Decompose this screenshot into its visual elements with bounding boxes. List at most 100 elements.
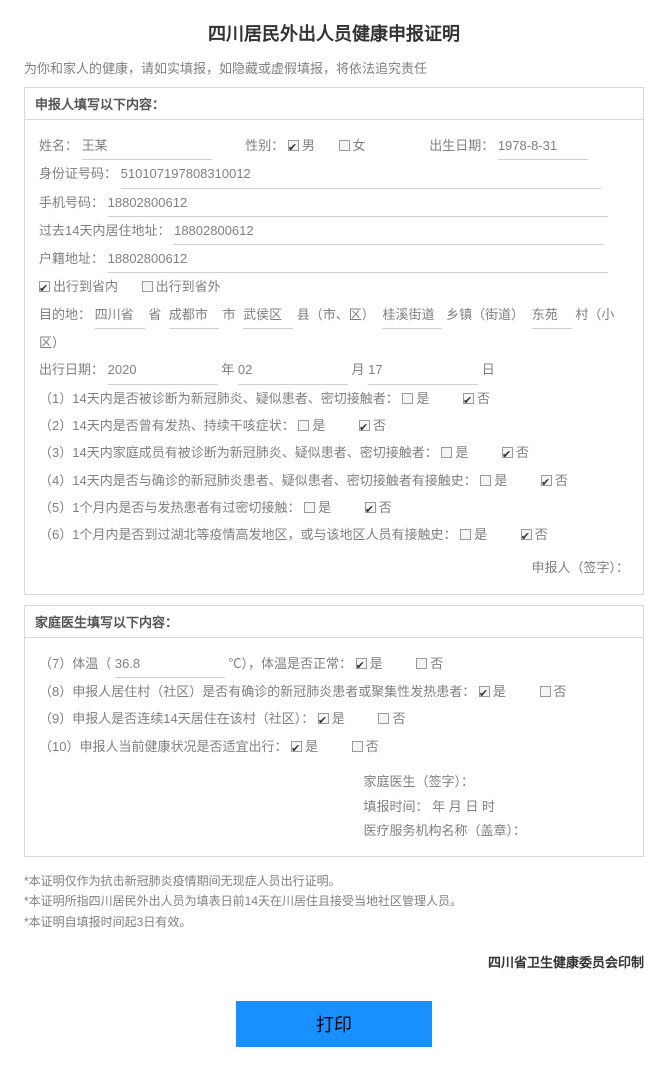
q8-text: （8）申报人居住村（社区）是否有确诊的新冠肺炎患者或聚集性发热患者： bbox=[39, 684, 475, 699]
q7-no-checkbox[interactable] bbox=[416, 658, 427, 669]
q1-text: （1）14天内是否被诊断为新冠肺炎、疑似患者、密切接触者： bbox=[39, 391, 399, 406]
id-value: 510107197808310012 bbox=[121, 160, 601, 188]
residence-label: 户籍地址： bbox=[39, 251, 104, 266]
doctor-signature-block: 家庭医生（签字）： 填报时间： 年 月 日 时 医疗服务机构名称（盖章）： bbox=[39, 770, 629, 844]
applicant-signature: 申报人（签字）： bbox=[39, 548, 629, 581]
q1-yes-checkbox[interactable] bbox=[402, 393, 413, 404]
travel-year-unit: 年 bbox=[221, 362, 234, 377]
q7-yes-checkbox[interactable] bbox=[356, 658, 367, 669]
gender-label: 性别： bbox=[245, 132, 284, 159]
id-label: 身份证号码： bbox=[39, 166, 117, 181]
q5-no: 否 bbox=[379, 500, 392, 515]
doctor-sign-line: 家庭医生（签字）： bbox=[364, 770, 630, 795]
q1-no-checkbox[interactable] bbox=[463, 393, 474, 404]
gender-female-label: 女 bbox=[353, 138, 366, 153]
fill-time-line: 填报时间： 年 月 日 时 bbox=[364, 795, 630, 820]
q2-text: （2）14天内是否曾有发热、持续干咳症状： bbox=[39, 418, 295, 433]
q2-no-checkbox[interactable] bbox=[359, 420, 370, 431]
section-doctor-header: 家庭医生填写以下内容： bbox=[25, 606, 643, 638]
notes: *本证明仅作为抗击新冠肺炎疫情期间无现症人员出行证明。 *本证明所指四川居民外出… bbox=[24, 871, 644, 932]
dest-city-unit: 市 bbox=[223, 307, 236, 322]
q5-yes-checkbox[interactable] bbox=[304, 502, 315, 513]
q3-no: 否 bbox=[516, 445, 529, 460]
print-button[interactable]: 打印 bbox=[236, 1001, 432, 1047]
name-value: 王某 bbox=[82, 132, 212, 160]
q7-a: （7）体温（ bbox=[39, 656, 111, 671]
q10-yes-checkbox[interactable] bbox=[291, 741, 302, 752]
q3-yes: 是 bbox=[455, 445, 468, 460]
section-applicant-header: 申报人填写以下内容： bbox=[25, 88, 643, 120]
note-3: *本证明自填报时间起3日有效。 bbox=[24, 912, 644, 932]
dest-province: 四川省 bbox=[95, 301, 145, 329]
q10-yes: 是 bbox=[305, 739, 318, 754]
q3-text: （3）14天内家庭成员有被诊断为新冠肺炎、疑似患者、密切接触者： bbox=[39, 445, 438, 460]
q5-text: （5）1个月内是否与发热患者有过密切接触： bbox=[39, 500, 300, 515]
q6-no: 否 bbox=[535, 527, 548, 542]
addr14-value: 18802800612 bbox=[174, 217, 604, 245]
note-2: *本证明所指四川居民外出人员为填表日前14天在川居住且接受当地社区管理人员。 bbox=[24, 891, 644, 911]
q9-yes-checkbox[interactable] bbox=[318, 713, 329, 724]
travel-day-unit: 日 bbox=[482, 362, 495, 377]
dest-label: 目的地： bbox=[39, 307, 91, 322]
q4-yes: 是 bbox=[494, 473, 507, 488]
q9-no-checkbox[interactable] bbox=[378, 713, 389, 724]
q6-yes: 是 bbox=[474, 527, 487, 542]
q8-yes-checkbox[interactable] bbox=[479, 686, 490, 697]
q4-text: （4）14天内是否与确诊的新冠肺炎患者、疑似患者、密切接触者有接触史： bbox=[39, 473, 477, 488]
name-label: 姓名： bbox=[39, 132, 78, 159]
dob-value: 1978-8-31 bbox=[498, 132, 588, 160]
org-line: 医疗服务机构名称（盖章）： bbox=[364, 819, 630, 844]
dest-street: 桂溪街道 bbox=[382, 301, 442, 329]
gender-female-checkbox[interactable] bbox=[339, 140, 350, 151]
q7-b: ℃），体温是否正常： bbox=[228, 656, 352, 671]
travel-in-checkbox[interactable] bbox=[39, 281, 50, 292]
print-button-wrap: 打印 bbox=[24, 1001, 644, 1047]
dob-label: 出生日期： bbox=[429, 132, 494, 159]
travel-month-unit: 月 bbox=[352, 362, 365, 377]
q3-yes-checkbox[interactable] bbox=[441, 447, 452, 458]
q10-no-checkbox[interactable] bbox=[352, 741, 363, 752]
q2-no: 否 bbox=[373, 418, 386, 433]
dest-district: 武侯区 bbox=[243, 301, 293, 329]
q7-no: 否 bbox=[430, 656, 443, 671]
q6-yes-checkbox[interactable] bbox=[460, 529, 471, 540]
dest-district-unit: 县（市、区） bbox=[297, 307, 375, 322]
travel-in-label: 出行到省内 bbox=[53, 279, 118, 294]
q6-no-checkbox[interactable] bbox=[521, 529, 532, 540]
q6-text: （6）1个月内是否到过湖北等疫情高发地区，或与该地区人员有接触史： bbox=[39, 527, 456, 542]
travel-day: 17 bbox=[368, 356, 478, 384]
q5-no-checkbox[interactable] bbox=[365, 502, 376, 513]
q4-yes-checkbox[interactable] bbox=[480, 475, 491, 486]
travel-out-checkbox[interactable] bbox=[142, 281, 153, 292]
q10-no: 否 bbox=[366, 739, 379, 754]
q2-yes-checkbox[interactable] bbox=[298, 420, 309, 431]
phone-label: 手机号码： bbox=[39, 195, 104, 210]
travel-year: 2020 bbox=[108, 356, 218, 384]
subtitle: 为你和家人的健康，请如实填报，如隐藏或虚假填报，将依法追究责任 bbox=[24, 58, 644, 77]
travel-date-label: 出行日期： bbox=[39, 362, 104, 377]
travel-month: 02 bbox=[238, 356, 348, 384]
q8-no: 否 bbox=[554, 684, 567, 699]
q1-no: 否 bbox=[477, 391, 490, 406]
q5-yes: 是 bbox=[318, 500, 331, 515]
q8-yes: 是 bbox=[493, 684, 506, 699]
dest-province-unit: 省 bbox=[148, 307, 161, 322]
q8-no-checkbox[interactable] bbox=[540, 686, 551, 697]
gender-male-label: 男 bbox=[302, 138, 315, 153]
residence-value: 18802800612 bbox=[108, 245, 608, 273]
page-title: 四川居民外出人员健康申报证明 bbox=[24, 20, 644, 46]
dest-city: 成都市 bbox=[169, 301, 219, 329]
issuer: 四川省卫生健康委员会印制 bbox=[24, 952, 644, 971]
q1-yes: 是 bbox=[416, 391, 429, 406]
q4-no-checkbox[interactable] bbox=[541, 475, 552, 486]
dest-street-unit: 乡镇（街道） bbox=[446, 307, 524, 322]
q10-text: （10）申报人当前健康状况是否适宜出行： bbox=[39, 739, 287, 754]
q7-temp: 36.8 bbox=[115, 650, 225, 678]
dest-village: 东苑 bbox=[532, 301, 572, 329]
q9-yes: 是 bbox=[332, 711, 345, 726]
q2-yes: 是 bbox=[312, 418, 325, 433]
gender-male-checkbox[interactable] bbox=[288, 140, 299, 151]
q3-no-checkbox[interactable] bbox=[502, 447, 513, 458]
section-applicant-body: 姓名： 王某 性别： 男 女 出生日期： 1978-8-31 身份证号码： 51… bbox=[25, 120, 643, 594]
phone-value: 18802800612 bbox=[108, 189, 608, 217]
